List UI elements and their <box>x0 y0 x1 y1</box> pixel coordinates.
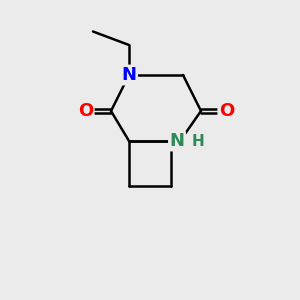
Text: N: N <box>169 132 184 150</box>
Text: N: N <box>122 66 136 84</box>
Text: H: H <box>192 134 204 148</box>
Text: O: O <box>78 102 93 120</box>
Text: O: O <box>219 102 234 120</box>
